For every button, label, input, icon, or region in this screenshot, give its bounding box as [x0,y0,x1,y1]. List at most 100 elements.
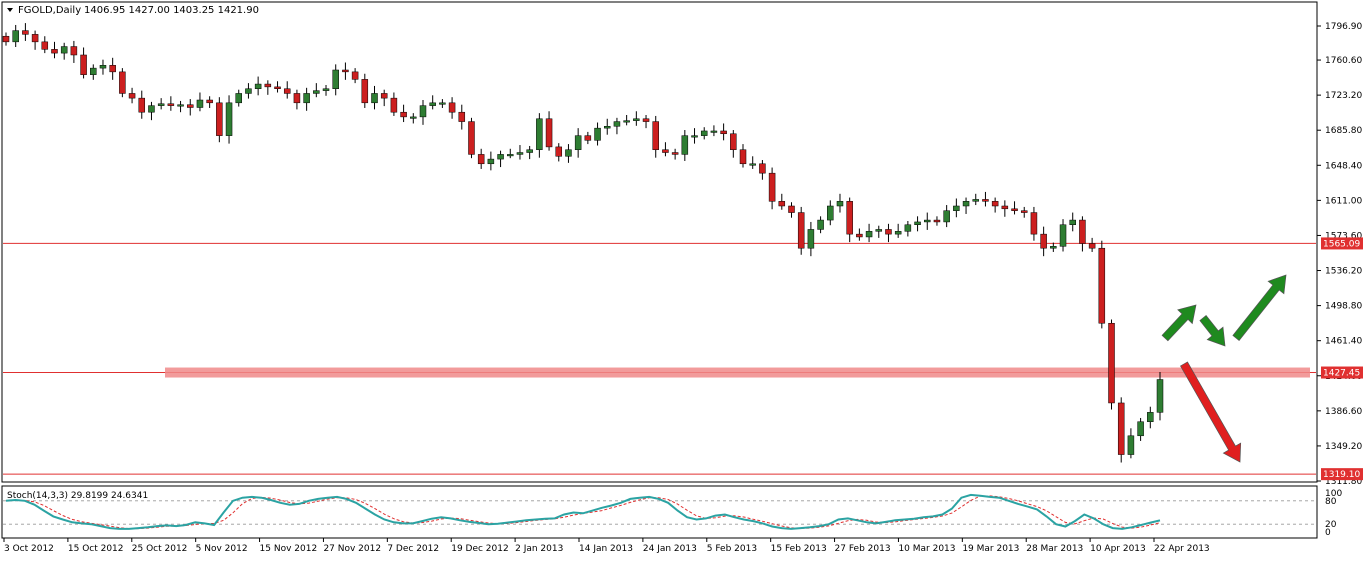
ohlc-readout: 1406.95 1427.00 1403.25 1421.90 [84,5,259,16]
price-tick-label: 1611.00 [1325,196,1362,206]
level-badge [1321,366,1363,379]
candle-body [429,102,436,106]
time-tick-label: 19 Dec 2012 [451,544,509,554]
time-tick-label: 7 Dec 2012 [387,544,439,554]
candle-body [351,71,359,80]
candle-body [274,86,281,89]
candle-body [1059,224,1067,247]
time-tick-label: 22 Apr 2013 [1154,544,1210,554]
time-tick-label: 10 Apr 2013 [1090,544,1146,554]
stoch-tick-label: 80 [1325,497,1337,507]
candle-body [177,104,184,107]
candle-body [642,118,650,122]
candle-body [730,133,737,150]
candle-body [865,231,873,238]
candle-body [885,229,892,235]
candle-body [982,199,989,202]
price-tick-label: 1573.60 [1325,231,1362,241]
candle-body [536,118,543,150]
candle-body [749,163,756,166]
candle-body [875,229,883,232]
stochastic-lines [5,493,1161,530]
candle-body [545,118,553,148]
candle-body [477,154,485,165]
candle-body [1020,210,1028,213]
candle-body [507,154,514,157]
candle-body [1001,205,1009,210]
candle-body [594,127,601,141]
candle-body [836,201,844,207]
candle-body [322,88,330,91]
candle-body [1098,247,1106,324]
candle-body [410,116,417,119]
candle-body [2,35,10,43]
candle-body [235,93,242,104]
candle-body [1030,212,1038,235]
candle-body [80,54,87,75]
candle-body [914,221,921,226]
candle-body [380,93,388,99]
candle-body [943,210,950,223]
dropdown-triangle-icon[interactable] [7,8,13,12]
candle-body [1079,219,1086,244]
candle-body [293,93,301,104]
candle-body [526,149,533,153]
candle-body [953,205,960,211]
candle-body [254,83,262,89]
candle-body [60,46,68,54]
candle-body [1040,233,1047,249]
candle-body [1156,379,1164,413]
candle-body [1137,421,1144,437]
candle-body [797,212,805,249]
candle-body [303,93,310,104]
price-axis: 1796.90 1760.60 1723.20 1685.80 1648.40 1611.… [1317,22,1362,487]
candle-body [681,135,689,155]
candle-body [788,205,795,213]
horizontal-levels: 1565.09 1427.45 1319.10 [3,237,1363,481]
price-tick-label: 1386.60 [1325,407,1362,417]
level-badge-label: 1427.45 [1323,369,1360,379]
time-tick-label: 27 Feb 2013 [835,544,891,554]
candle-body [1117,402,1125,455]
candle-body [856,233,863,238]
candle-body [1108,322,1115,404]
price-tick-label: 1311.80 [1325,477,1362,487]
level-badge [1321,237,1363,250]
candle-body [603,126,611,129]
time-tick-label: 15 Feb 2013 [771,544,827,554]
green-down-arrow [1199,315,1226,347]
candle-body [894,231,902,235]
stoch-d-line [5,495,1161,530]
candle-body [22,30,29,35]
candle-body [371,93,378,104]
candle-body [332,69,339,89]
candle-body [555,146,563,157]
green-up-arrow-2 [1232,274,1287,341]
candle-body [51,49,58,54]
candle-body [817,219,824,230]
time-tick-label: 15 Nov 2012 [260,544,318,554]
candle-body [1147,412,1154,422]
candle-body [613,121,621,127]
candle-body [468,121,475,155]
candle-body [264,83,272,88]
candle-body [720,130,727,135]
candle-body [584,135,592,141]
time-tick-label: 3 Oct 2012 [4,544,54,554]
candle-body [458,111,466,122]
candle-body [516,152,524,155]
candle-body [739,149,747,165]
price-tick-label: 1349.20 [1325,442,1362,452]
candle-body [497,154,504,160]
candle-body [70,46,78,56]
price-tick-label: 1461.40 [1325,337,1362,347]
candle-body [216,102,223,136]
candle-body [361,79,369,104]
stoch-panel-frame [1,485,1318,539]
time-tick-label: 15 Oct 2012 [68,544,124,554]
candle-body [225,102,233,136]
time-tick-label: 27 Nov 2012 [323,544,381,554]
candle-body [390,97,398,113]
